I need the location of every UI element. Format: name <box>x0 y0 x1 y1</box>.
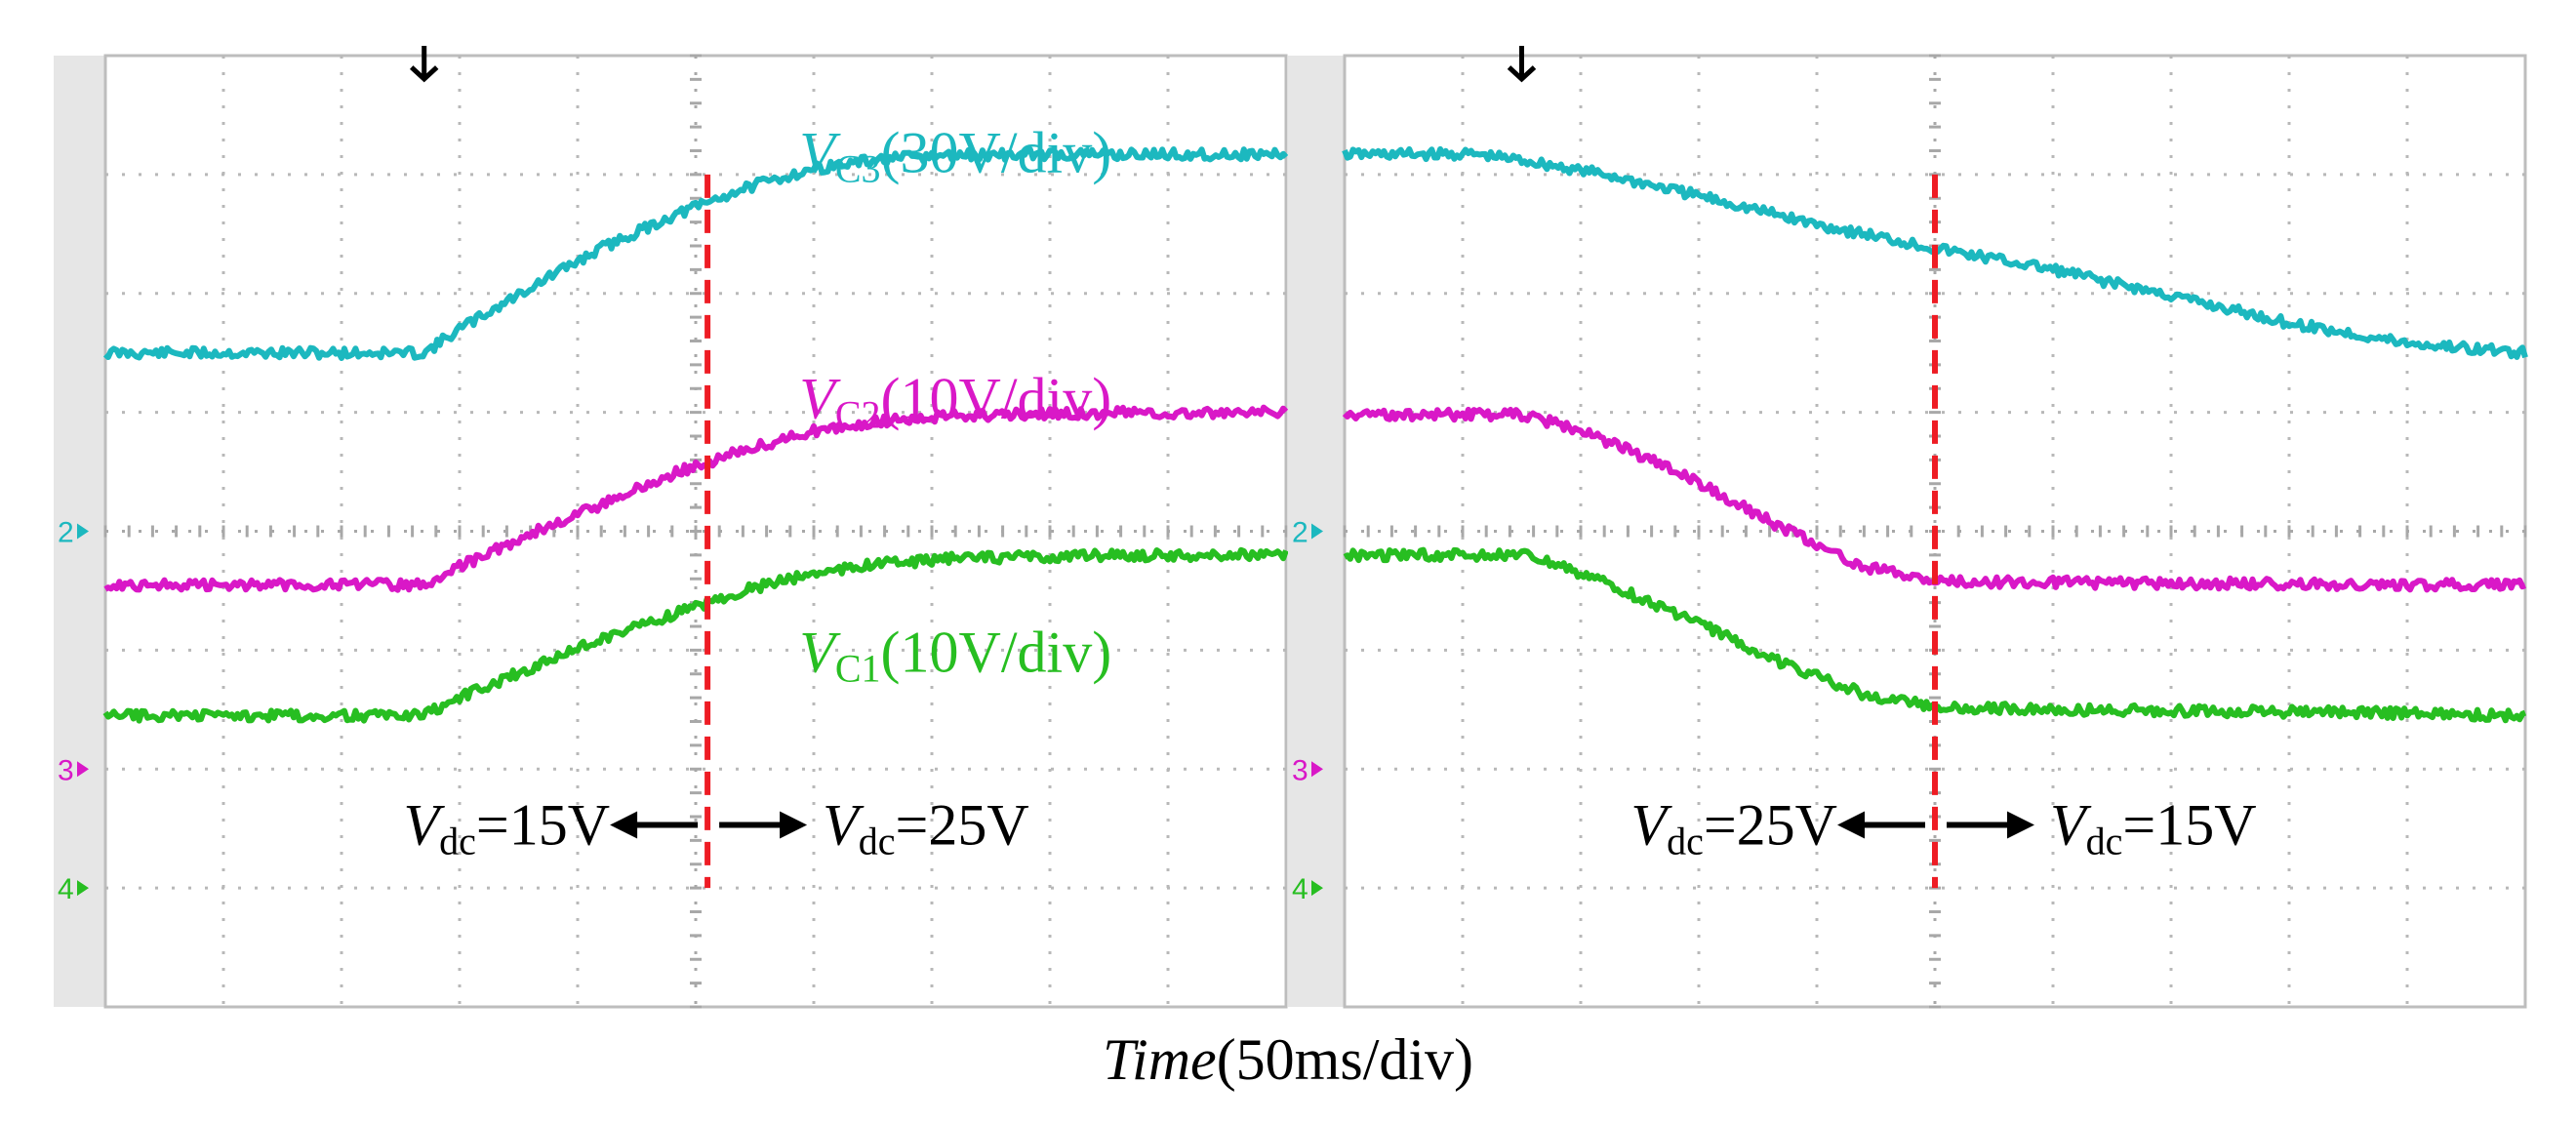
vdc-before-label: Vdc=15V <box>404 793 611 863</box>
label-sub: C2 <box>835 393 881 437</box>
channel-marker-arrow-icon <box>77 880 89 897</box>
arrow-right-head-icon <box>780 811 808 839</box>
vdc-label-sub: dc <box>1667 820 1704 863</box>
channel-marker-4: 4 <box>1292 873 1308 905</box>
x-axis-label-italic: Time <box>1102 1027 1217 1092</box>
vdc-after-label: Vdc=15V <box>2050 793 2257 863</box>
trace-vc3 <box>102 146 1289 361</box>
vdc-label-value: =15V <box>2122 793 2256 858</box>
arrow-left-head-icon <box>1837 811 1865 839</box>
vdc-label-main: V <box>404 793 446 858</box>
vdc-label-sub: dc <box>2086 820 2123 863</box>
channel-marker-arrow-icon <box>1311 880 1323 897</box>
label-main: V <box>799 120 841 184</box>
vdc-before-label: Vdc=25V <box>1630 793 1837 863</box>
label-main: V <box>799 367 841 431</box>
channel-marker-2: 2 <box>58 517 74 549</box>
label-scale: (30V/div) <box>881 120 1112 184</box>
trigger-marker-icon <box>410 46 439 83</box>
channel-marker-2: 2 <box>1292 517 1308 549</box>
panel-step-up: 234VC3(30V/div)VC2(10V/div)VC1(10V/div)V… <box>54 46 1289 1009</box>
channel-marker-arrow-icon <box>1311 523 1323 540</box>
channel-marker-3: 3 <box>58 754 74 786</box>
arrow-right-head-icon <box>2007 811 2034 839</box>
label-scale: (10V/div) <box>881 620 1112 684</box>
vdc-label-value: =15V <box>476 793 610 858</box>
vdc-label-sub: dc <box>439 820 476 863</box>
vdc-after-label: Vdc=25V <box>823 793 1029 863</box>
label-scale: (10V/div) <box>881 367 1112 431</box>
channel-marker-arrow-icon <box>77 761 89 778</box>
x-axis-label: Time(50ms/div) <box>0 1026 2576 1094</box>
arrow-left-head-icon <box>610 811 638 839</box>
vdc-label-main: V <box>2050 793 2092 858</box>
vdc-label-sub: dc <box>859 820 896 863</box>
channel-marker-4: 4 <box>58 873 74 905</box>
label-vc1: VC1(10V/div) <box>799 620 1111 690</box>
label-sub: C3 <box>835 146 881 190</box>
label-main: V <box>799 620 841 684</box>
vdc-label-main: V <box>823 793 865 858</box>
channel-marker-arrow-icon <box>77 523 89 540</box>
channel-marker-arrow-icon <box>1311 761 1323 778</box>
label-sub: C1 <box>835 646 881 690</box>
trace-vc2 <box>103 404 1289 593</box>
label-vc3: VC3(30V/div) <box>799 120 1111 190</box>
vdc-label-value: =25V <box>1704 793 1837 858</box>
x-axis-label-rest: (50ms/div) <box>1216 1027 1474 1092</box>
vdc-label-value: =25V <box>896 793 1029 858</box>
label-vc2: VC2(10V/div) <box>799 367 1111 437</box>
trigger-marker-icon <box>1507 46 1537 83</box>
panels: 234VC3(30V/div)VC2(10V/div)VC1(10V/div)V… <box>54 46 2528 1009</box>
center-axes <box>103 54 1288 1009</box>
vdc-label-main: V <box>1630 793 1672 858</box>
channel-marker-3: 3 <box>1292 754 1308 786</box>
trace-vc1 <box>102 546 1289 724</box>
